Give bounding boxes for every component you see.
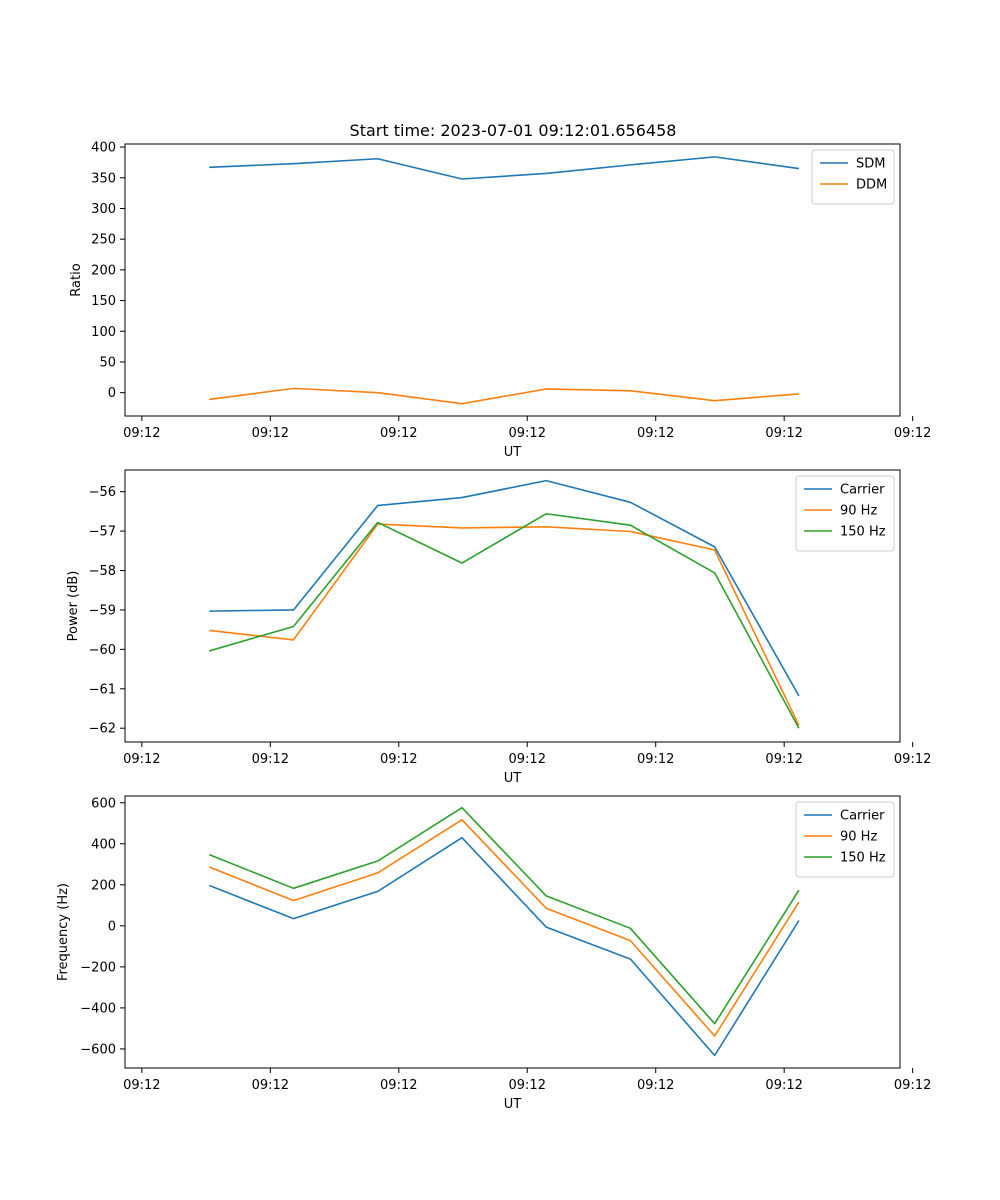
y-tick-label: −59	[89, 603, 116, 618]
legend-frame	[795, 475, 895, 552]
series-line-carrier	[208, 836, 800, 1057]
x-axis-label: UT	[504, 771, 522, 786]
x-tick-label: 09:12	[765, 426, 802, 441]
x-tick-label: 09:12	[765, 752, 802, 767]
y-axis-label: Power (dB)	[66, 571, 81, 642]
y-tick-label: −400	[80, 1001, 116, 1016]
y-tick-label: 100	[91, 325, 116, 340]
legend: SDM DDM	[811, 149, 895, 205]
axes-frame	[124, 795, 901, 1069]
x-tick-label: 09:12	[252, 426, 289, 441]
x-tick-label: 09:12	[252, 752, 289, 767]
axes-frame	[124, 469, 901, 743]
series-line-90-hz	[208, 818, 800, 1037]
x-tick-label: 09:12	[637, 1078, 674, 1093]
x-tick-label: 09:12	[765, 1078, 802, 1093]
y-tick-label: 0	[108, 919, 116, 934]
y-tick-label: 350	[91, 171, 116, 186]
y-tick-label: −58	[89, 564, 116, 579]
y-tick-label: 0	[108, 386, 116, 401]
x-tick-label: 09:12	[509, 426, 546, 441]
x-tick-label: 09:12	[637, 426, 674, 441]
series-line-ddm	[209, 387, 799, 405]
y-tick-label: 300	[91, 202, 116, 217]
chart-panel-1: 09:12 09:12 09:12 09:12 09:12 09:12 09:12 0 50 10…	[69, 141, 931, 460]
y-tick-label: −600	[80, 1042, 116, 1057]
series-line-carrier	[209, 479, 800, 697]
y-tick-label: −60	[89, 643, 116, 658]
series-line-150-hz	[209, 512, 800, 729]
y-tick-label: 400	[91, 837, 116, 852]
y-tick-label: −62	[89, 722, 116, 737]
x-tick-label: 09:12	[123, 426, 160, 441]
y-tick-label: 600	[91, 796, 116, 811]
x-axis-label: UT	[504, 1097, 522, 1112]
x-tick-label: 09:12	[380, 426, 417, 441]
chart-panel-3: 09:12 09:12 09:12 09:12 09:12 09:12 09:12 −600 −…	[56, 795, 931, 1112]
y-axis-label: Frequency (Hz)	[56, 883, 71, 981]
y-tick-label: 250	[91, 233, 116, 248]
x-tick-label: 09:12	[637, 752, 674, 767]
y-tick-label: 200	[91, 263, 116, 278]
chart-panel-2: 09:12 09:12 09:12 09:12 09:12 09:12 09:12 −62 −6…	[66, 469, 931, 786]
axes-frame	[124, 143, 901, 417]
panels: 09:12 09:12 09:12 09:12 09:12 09:12 09:12 0 50 10…	[56, 141, 931, 1112]
x-tick-label: 09:12	[509, 1078, 546, 1093]
x-tick-label: 09:12	[380, 1078, 417, 1093]
series-line-90-hz	[209, 523, 800, 726]
legend: Carrier 90 Hz 150 Hz	[795, 801, 895, 878]
figure-title: Start time: 2023-07-01 09:12:01.656458	[350, 121, 677, 140]
legend: Carrier 90 Hz 150 Hz	[795, 475, 895, 552]
legend-label: Carrier	[840, 483, 885, 498]
x-tick-label: 09:12	[123, 1078, 160, 1093]
x-tick-label: 09:12	[380, 752, 417, 767]
y-tick-label: −200	[80, 960, 116, 975]
x-axis-label: UT	[504, 445, 522, 460]
legend-label: 90 Hz	[840, 830, 877, 845]
y-tick-label: 400	[91, 141, 116, 156]
series-line-150-hz	[208, 806, 800, 1025]
x-tick-label: 09:12	[509, 752, 546, 767]
legend-label: 150 Hz	[840, 525, 886, 540]
legend-frame	[795, 801, 895, 878]
legend-label: 90 Hz	[840, 504, 877, 519]
x-tick-label: 09:12	[894, 1078, 931, 1093]
series-line-sdm	[209, 156, 800, 180]
legend-label: SDM	[856, 157, 885, 172]
legend-label: DDM	[856, 178, 887, 193]
y-axis-label: Ratio	[69, 263, 84, 296]
y-tick-label: 50	[99, 355, 116, 370]
y-tick-label: −61	[89, 682, 116, 697]
legend-label: Carrier	[840, 809, 885, 824]
legend-label: 150 Hz	[840, 851, 886, 866]
x-tick-label: 09:12	[252, 1078, 289, 1093]
x-tick-label: 09:12	[894, 426, 931, 441]
y-tick-label: 150	[91, 294, 116, 309]
y-tick-label: −56	[89, 485, 116, 500]
y-tick-label: −57	[89, 525, 116, 540]
x-tick-label: 09:12	[123, 752, 160, 767]
x-tick-label: 09:12	[894, 752, 931, 767]
y-tick-label: 200	[91, 878, 116, 893]
